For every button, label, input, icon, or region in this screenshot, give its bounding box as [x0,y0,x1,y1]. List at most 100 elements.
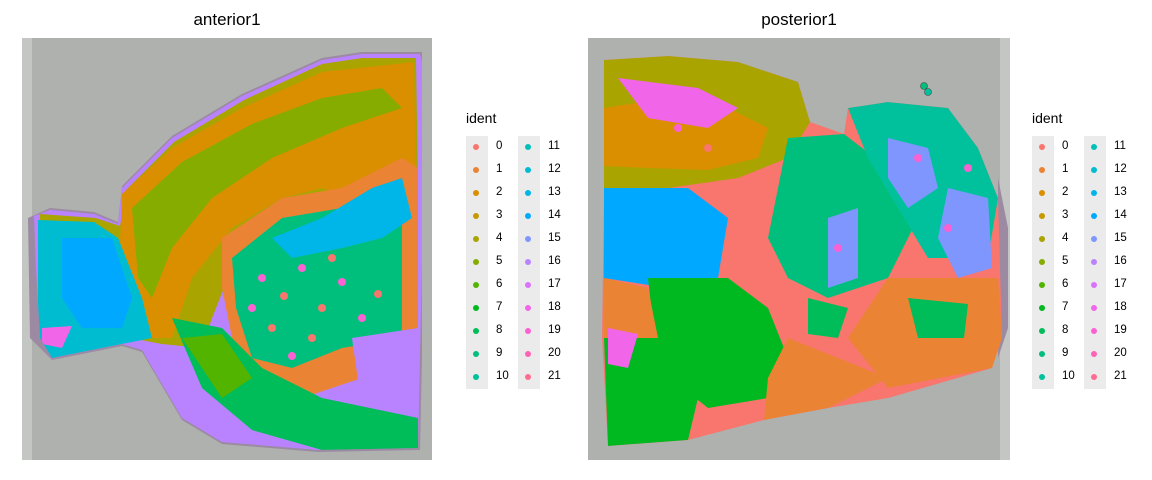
legend-item: 12 [518,159,573,182]
legend-color-dot [1039,351,1045,357]
legend-color-dot [1039,282,1045,288]
legend-color-dot [1039,259,1045,265]
legend-label: 20 [1114,347,1127,359]
legend-item: 14 [518,205,573,228]
legend-label: 18 [548,301,561,313]
legend-label: 4 [1062,232,1069,244]
legend-label: 13 [1114,186,1127,198]
legend-color-dot [473,190,479,196]
legend-label: 11 [548,140,560,152]
anterior-tissue-plot [22,38,432,460]
legend-color-dot [473,167,479,173]
legend-color-dot [473,374,479,380]
legend-color-dot [525,259,531,265]
legend-item: 15 [1084,228,1139,251]
legend-posterior: ident 0 1 2 3 4 5 6 7 8 9 10 11 12 13 14 15 16 17 18 19 20 21 [1032,110,1144,390]
legend-color-dot [473,144,479,150]
legend-item: 16 [518,251,573,274]
legend-item: 0 [1032,136,1087,159]
legend-color-dot [473,305,479,311]
legend-title: ident [1032,110,1063,126]
legend-item: 5 [1032,251,1087,274]
legend-item: 1 [466,159,521,182]
legend-label: 18 [1114,301,1127,313]
legend-item: 13 [518,182,573,205]
legend-label: 3 [1062,209,1069,221]
legend-item: 6 [466,274,521,297]
legend-color-dot [525,374,531,380]
legend-item: 5 [466,251,521,274]
legend-label: 8 [1062,324,1069,336]
legend-label: 2 [496,186,503,198]
legend-label: 9 [1062,347,1069,359]
legend-item: 9 [466,343,521,366]
legend-color-dot [1091,282,1097,288]
legend-color-dot [1091,374,1097,380]
legend-label: 5 [496,255,503,267]
legend-color-dot [473,328,479,334]
panel-title-posterior: posterior1 [761,10,837,29]
legend-item: 11 [1084,136,1139,159]
legend-label: 17 [1114,278,1127,290]
legend-color-dot [1091,351,1097,357]
legend-label: 10 [1062,370,1075,382]
legend-item: 21 [1084,366,1139,389]
legend-color-dot [1091,236,1097,242]
legend-label: 15 [548,232,561,244]
legend-label: 15 [1114,232,1127,244]
legend-color-dot [473,236,479,242]
legend-item: 20 [1084,343,1139,366]
legend-color-dot [525,213,531,219]
legend-color-dot [1039,167,1045,173]
legend-item: 17 [1084,274,1139,297]
legend-label: 1 [1062,163,1069,175]
legend-item: 15 [518,228,573,251]
legend-label: 0 [1062,140,1069,152]
legend-anterior: ident 0 1 2 3 4 5 6 7 8 9 10 11 12 13 14 15 16 17 18 19 20 21 [466,110,578,390]
legend-color-dot [1091,190,1097,196]
scattered-cluster-spots [248,254,382,360]
legend-item: 19 [1084,320,1139,343]
legend-label: 16 [1114,255,1127,267]
legend-color-dot [1091,167,1097,173]
legend-color-dot [525,351,531,357]
legend-color-dot [525,305,531,311]
legend-item: 19 [518,320,573,343]
legend-item: 0 [466,136,521,159]
legend-item: 4 [1032,228,1087,251]
legend-color-dot [1091,305,1097,311]
legend-color-dot [1039,374,1045,380]
legend-item: 2 [1032,182,1087,205]
legend-item: 20 [518,343,573,366]
legend-item: 3 [466,205,521,228]
legend-item: 10 [466,366,521,389]
legend-label: 8 [496,324,503,336]
legend-item: 13 [1084,182,1139,205]
legend-label: 6 [1062,278,1069,290]
legend-label: 12 [548,163,561,175]
legend-item: 18 [1084,297,1139,320]
legend-label: 12 [1114,163,1127,175]
legend-item: 16 [1084,251,1139,274]
legend-color-dot [1039,305,1045,311]
posterior-tissue-plot [588,38,1010,460]
legend-item: 8 [1032,320,1087,343]
legend-item: 8 [466,320,521,343]
legend-label: 19 [548,324,561,336]
legend-color-dot [473,259,479,265]
legend-item: 9 [1032,343,1087,366]
legend-label: 10 [496,370,509,382]
legend-item: 6 [1032,274,1087,297]
legend-item: 10 [1032,366,1087,389]
legend-label: 7 [496,301,503,313]
legend-label: 0 [496,140,503,152]
legend-item: 1 [1032,159,1087,182]
legend-label: 17 [548,278,561,290]
legend-label: 13 [548,186,561,198]
legend-label: 2 [1062,186,1069,198]
legend-item: 21 [518,366,573,389]
legend-label: 19 [1114,324,1127,336]
legend-item: 2 [466,182,521,205]
legend-item: 12 [1084,159,1139,182]
legend-color-dot [473,282,479,288]
